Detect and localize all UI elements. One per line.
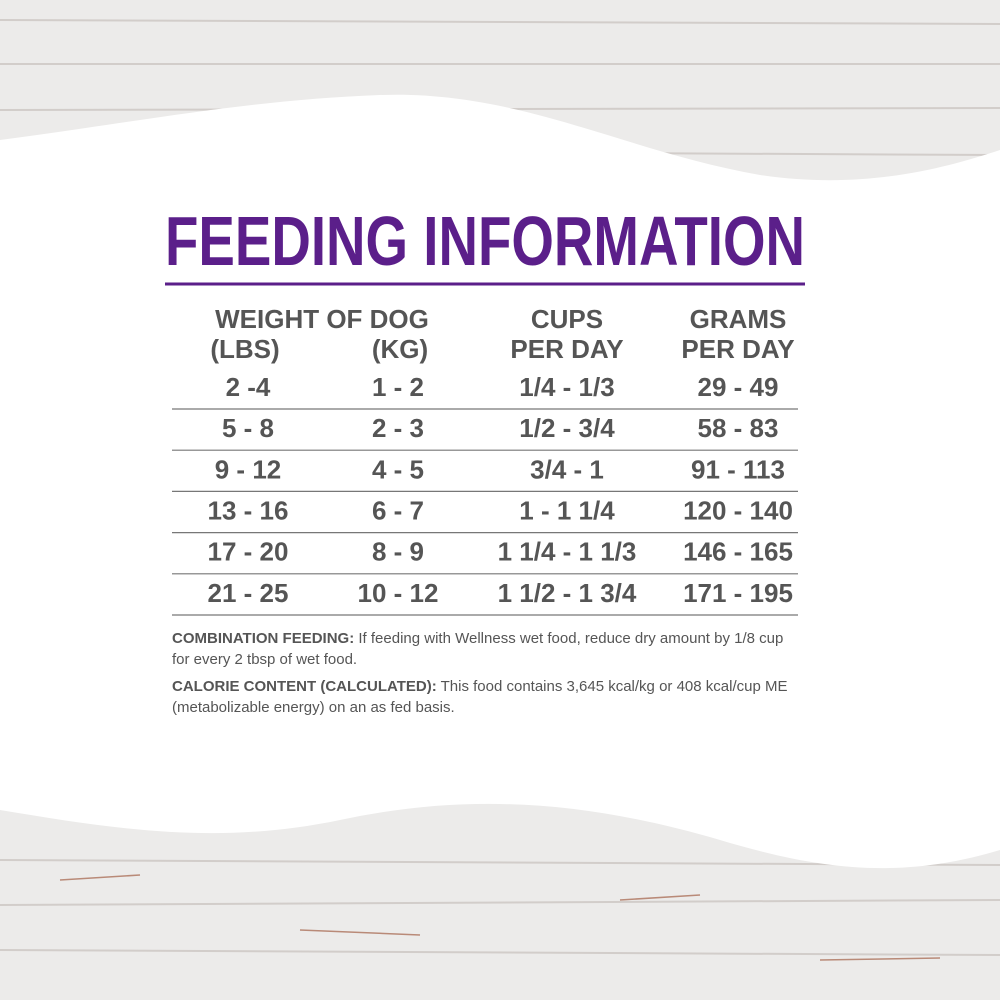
table-cell: 4 - 5 <box>372 454 424 484</box>
table-cell: 1 - 2 <box>372 372 424 402</box>
table-cell: 146 - 165 <box>683 537 793 567</box>
note-label: COMBINATION FEEDING: <box>172 630 355 647</box>
table-cell: 8 - 9 <box>372 537 424 567</box>
table-cell: 171 - 195 <box>683 578 793 608</box>
table-cell: 120 - 140 <box>683 495 793 525</box>
note: COMBINATION FEEDING: If feeding with Wel… <box>172 628 802 670</box>
table-cell: 58 - 83 <box>698 413 779 443</box>
header-cups: PER DAY <box>510 334 623 364</box>
table-cell: 21 - 25 <box>208 578 289 608</box>
table-cell: 29 - 49 <box>698 372 779 402</box>
table-cell: 2 - 3 <box>372 413 424 443</box>
table-cell: 2 -4 <box>226 372 271 402</box>
note-text: If feeding with Wellness wet food, reduc… <box>172 630 784 668</box>
table-body: 2 -4 1 - 2 1/4 - 1/3 29 - 49 5 - 8 2 - 3 1/2 -… <box>172 372 798 616</box>
wood-knots <box>59 874 941 961</box>
header-group: WEIGHT OF DOG <box>215 304 429 334</box>
table-cell: 3/4 - 1 <box>530 454 604 484</box>
table-cell: 1 1/4 - 1 1/3 <box>498 537 637 567</box>
table-cell: 91 - 113 <box>691 454 785 484</box>
table-cell: 5 - 8 <box>222 413 274 443</box>
header-lbs: (LBS) <box>210 334 279 364</box>
header-grams: PER DAY <box>681 334 794 364</box>
table-cell: 10 - 12 <box>358 578 439 608</box>
table-cell: 1/2 - 3/4 <box>519 413 615 443</box>
table-cell: 1 1/2 - 1 3/4 <box>498 578 637 608</box>
table-cell: 17 - 20 <box>208 537 289 567</box>
white-wave <box>0 94 1000 869</box>
table-cell: 1 - 1 1/4 <box>519 495 615 525</box>
table-cell: 6 - 7 <box>372 495 424 525</box>
title: FEEDING INFORMATION <box>165 202 805 280</box>
table-cell: 9 - 12 <box>215 454 282 484</box>
header-grams: GRAMS <box>690 304 787 334</box>
notes: COMBINATION FEEDING: If feeding with Wel… <box>172 628 802 724</box>
header-kg: (KG) <box>372 334 428 364</box>
table-cell: 13 - 16 <box>208 495 289 525</box>
note: CALORIE CONTENT (CALCULATED): This food … <box>172 676 802 718</box>
header-cups: CUPS <box>531 304 603 334</box>
table-cell: 1/4 - 1/3 <box>519 372 614 402</box>
note-text: This food contains 3,645 kcal/kg or 408 … <box>172 678 788 716</box>
note-label: CALORIE CONTENT (CALCULATED): <box>172 678 437 695</box>
